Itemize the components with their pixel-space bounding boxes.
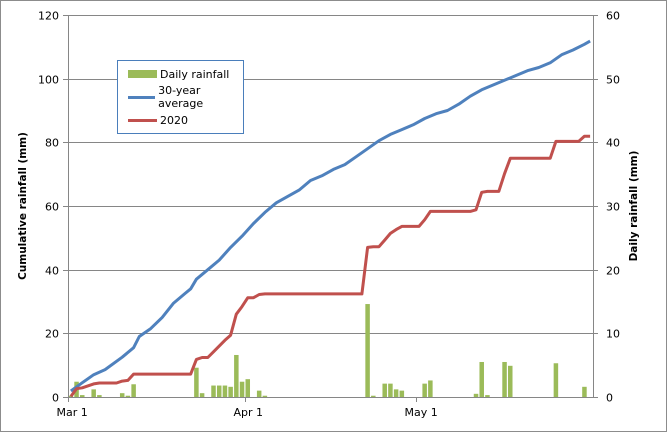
line-swatch-icon: [128, 95, 156, 99]
daily-rainfall-bar: [553, 363, 559, 397]
daily-rainfall-bar: [382, 383, 387, 397]
series-line-2020: [69, 134, 591, 398]
legend-label: Daily rainfall: [160, 67, 230, 81]
left-tick-label: 0: [52, 392, 59, 405]
daily-rainfall-bar: [245, 379, 251, 397]
line-swatch-icon: [128, 118, 157, 122]
daily-rainfall-bar: [80, 395, 85, 397]
daily-rainfall-bar: [234, 354, 239, 397]
left-axis-title: Cumulative rainfall (mm): [17, 132, 29, 280]
daily-rainfall-bar: [485, 395, 490, 397]
daily-rainfall-bar: [194, 367, 199, 397]
daily-rainfall-bar: [479, 361, 484, 397]
bar-swatch-icon: [128, 70, 157, 78]
daily-rainfall-bar: [125, 395, 131, 397]
legend-item-2020: 2020: [128, 112, 188, 128]
daily-rainfall-bar: [365, 304, 370, 397]
daily-rainfall-bar: [228, 386, 233, 397]
daily-rainfall-bar: [582, 386, 587, 397]
daily-rainfall-bar: [502, 361, 507, 397]
right-tick-label: 30: [606, 201, 620, 214]
daily-rainfall-bars: [68, 304, 587, 397]
left-tick-label: 60: [45, 201, 59, 214]
left-tick-label: 40: [45, 265, 59, 278]
legend-item-30-year-average: 30-year average: [128, 84, 243, 110]
daily-rainfall-bar: [216, 385, 222, 397]
daily-rainfall-bar: [199, 393, 205, 397]
daily-rainfall-bar: [262, 395, 268, 397]
right-tick-label: 50: [606, 74, 620, 87]
legend-label: 30-year average: [158, 84, 204, 110]
right-tick-label: 10: [606, 328, 620, 341]
right-tick-label: 60: [606, 10, 620, 23]
left-tick-label: 80: [45, 137, 59, 150]
x-tick-label: Apr 1: [234, 406, 264, 419]
chart-legend: Daily rainfall 30-year average 2020: [117, 60, 244, 134]
daily-rainfall-bar: [388, 383, 393, 397]
daily-rainfall-bar: [256, 390, 262, 397]
x-tick-label: Mar 1: [57, 406, 88, 419]
daily-rainfall-bar: [91, 389, 96, 397]
daily-rainfall-bar: [393, 389, 399, 397]
right-tick-label: 40: [606, 137, 620, 150]
daily-rainfall-bar: [422, 383, 427, 397]
daily-rainfall-bar: [428, 380, 433, 397]
daily-rainfall-bar: [239, 381, 245, 397]
right-tick-label: 0: [606, 392, 613, 405]
right-tick-label: 20: [606, 265, 620, 278]
left-tick-label: 100: [38, 74, 59, 87]
daily-rainfall-bar: [97, 395, 102, 397]
right-axis-title: Daily rainfall (mm): [628, 151, 640, 262]
left-tick-label: 120: [38, 10, 59, 23]
series-line-30-year-average: [70, 39, 591, 393]
x-tick-label: May 1: [405, 406, 438, 419]
daily-rainfall-bar: [473, 393, 479, 397]
daily-rainfall-bar: [119, 393, 125, 397]
daily-rainfall-bar: [222, 385, 228, 397]
legend-item-daily-rainfall: Daily rainfall: [128, 66, 229, 82]
daily-rainfall-bar: [131, 384, 136, 397]
left-tick-label: 20: [45, 328, 59, 341]
daily-rainfall-bar: [211, 385, 216, 397]
cumulative-lines: [69, 39, 591, 398]
daily-rainfall-bar: [399, 390, 405, 397]
axes: 0 20 40 60 80 100 120 0 10 20 30 40 50 60 Mar 1 Apr 1 Ma…: [38, 10, 620, 420]
daily-rainfall-bar: [508, 365, 513, 397]
daily-rainfall-bar: [371, 395, 376, 397]
legend-label: 2020: [160, 113, 188, 127]
